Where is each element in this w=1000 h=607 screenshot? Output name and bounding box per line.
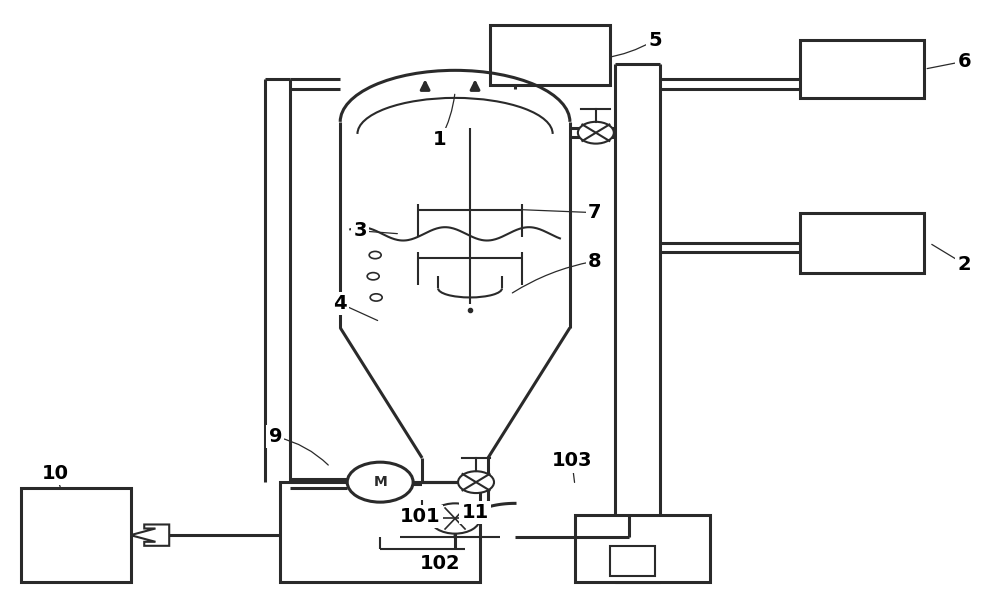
Bar [800, 212, 924, 273]
Bar [575, 515, 710, 582]
Circle shape [347, 462, 413, 502]
Circle shape [367, 273, 379, 280]
Text: 5: 5 [648, 30, 662, 50]
Text: 10: 10 [42, 464, 69, 483]
Text: 11: 11 [461, 503, 489, 522]
Text: M: M [373, 475, 387, 489]
Text: 9: 9 [269, 427, 282, 446]
Text: 3: 3 [353, 222, 367, 240]
Text: 1: 1 [433, 131, 447, 149]
Bar [610, 546, 655, 576]
Text: 103: 103 [552, 452, 592, 470]
Text: 6: 6 [958, 52, 971, 71]
Circle shape [458, 471, 494, 493]
Bar [21, 488, 131, 582]
Circle shape [578, 122, 614, 144]
Circle shape [370, 294, 382, 301]
Text: 101: 101 [400, 507, 440, 526]
Circle shape [369, 251, 381, 259]
Text: 2: 2 [958, 254, 971, 274]
Text: 102: 102 [420, 554, 460, 574]
Bar [280, 482, 480, 582]
Circle shape [430, 503, 480, 534]
Text: 4: 4 [333, 294, 347, 313]
Text: 8: 8 [588, 252, 602, 271]
Polygon shape [131, 524, 169, 546]
Text: 7: 7 [588, 203, 602, 222]
Bar [800, 40, 924, 98]
Bar [352, 482, 377, 488]
Bar [490, 25, 610, 86]
